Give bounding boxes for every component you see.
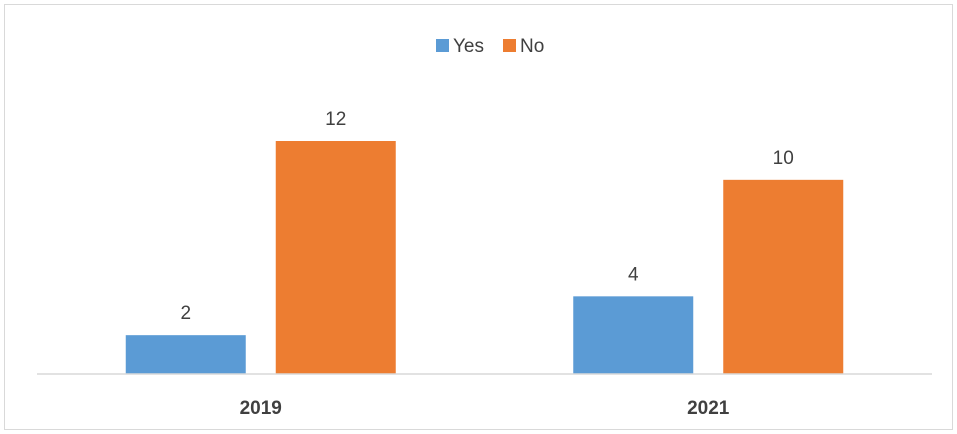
bars-group — [125, 141, 844, 374]
category-label-2021: 2021 — [687, 398, 730, 419]
data-label-yes-2019: 2 — [180, 303, 191, 324]
data-labels-group: 2 12 4 10 — [180, 109, 793, 324]
legend-swatch-no — [503, 39, 516, 52]
bar-yes-2021 — [573, 296, 694, 374]
legend: Yes No — [436, 36, 544, 57]
legend-label-yes: Yes — [453, 36, 484, 57]
data-label-no-2021: 10 — [773, 148, 794, 169]
legend-label-no: No — [520, 36, 544, 57]
bar-no-2019 — [275, 141, 396, 374]
category-labels-group: 2019 2021 — [240, 398, 730, 419]
bar-no-2021 — [723, 179, 844, 374]
data-label-no-2019: 12 — [325, 109, 346, 130]
legend-swatch-yes — [436, 39, 449, 52]
category-label-2019: 2019 — [240, 398, 282, 419]
data-label-yes-2021: 4 — [628, 264, 639, 285]
bar-yes-2019 — [125, 335, 246, 374]
